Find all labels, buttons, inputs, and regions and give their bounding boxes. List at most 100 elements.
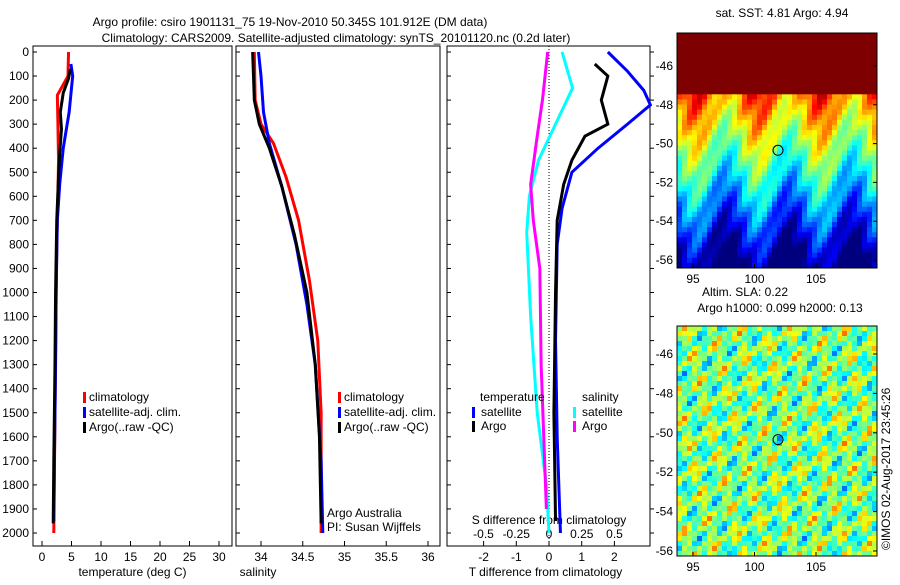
heatmap-cell	[777, 109, 783, 116]
heatmap-cell	[747, 491, 753, 497]
heatmap-cell	[797, 150, 803, 157]
heatmap-cell	[862, 526, 868, 532]
heatmap-cell	[727, 466, 733, 472]
heatmap-cell	[802, 451, 808, 457]
heatmap-cell	[722, 165, 728, 172]
heatmap-cell	[767, 436, 773, 442]
heatmap-cell	[677, 216, 683, 223]
heatmap-cell	[817, 222, 823, 228]
heatmap-cell	[687, 541, 693, 547]
heatmap-cell	[787, 84, 793, 90]
heatmap-cell	[772, 124, 778, 131]
heatmap-cell	[752, 237, 758, 243]
heatmap-cell	[867, 341, 873, 347]
heatmap-cell	[867, 104, 873, 111]
heatmap-cell	[807, 326, 813, 332]
heatmap-cell	[762, 196, 768, 203]
heatmap-cell	[742, 140, 748, 146]
heatmap-cell	[717, 511, 723, 517]
heatmap-cell	[747, 526, 753, 532]
heatmap-cell	[782, 511, 788, 517]
heatmap-cell	[702, 461, 708, 467]
heatmap-cell	[837, 361, 843, 367]
heatmap-cell	[707, 135, 713, 141]
heatmap-cell	[762, 73, 768, 80]
heatmap-cell	[832, 506, 838, 512]
heatmap-cell	[762, 145, 768, 151]
heatmap-cell	[732, 466, 738, 472]
heatmap-cell	[747, 346, 753, 352]
heatmap-cell	[737, 496, 743, 502]
heatmap-cell	[752, 486, 758, 492]
heatmap-cell	[832, 336, 838, 342]
heatmap-cell	[867, 232, 873, 238]
heatmap-cell	[712, 416, 718, 422]
heatmap-cell	[747, 511, 753, 517]
heatmap-cell	[722, 114, 728, 121]
heatmap-cell	[772, 94, 778, 100]
heatmap-cell	[767, 396, 773, 402]
heatmap-cell	[782, 38, 788, 44]
heatmap-cell	[762, 421, 768, 427]
heatmap-cell	[702, 211, 708, 218]
heatmap-cell	[712, 155, 718, 162]
heatmap-cell	[702, 63, 708, 70]
heatmap-cell	[872, 551, 878, 557]
heatmap-cell	[702, 541, 708, 547]
heatmap-cell	[747, 160, 753, 167]
heatmap-cell	[837, 84, 843, 90]
heatmap-cell	[762, 411, 768, 417]
heatmap-cell	[857, 211, 863, 218]
heatmap-cell	[872, 222, 878, 228]
heatmap-cell	[717, 84, 723, 90]
heatmap-cell	[732, 546, 738, 552]
heatmap-cell	[772, 48, 778, 54]
heatmap-cell	[792, 361, 798, 367]
heatmap-cell	[737, 227, 743, 233]
heatmap-cell	[757, 421, 763, 427]
heatmap-cell	[802, 99, 808, 106]
heatmap-cell	[837, 461, 843, 467]
heatmap-cell	[682, 33, 688, 39]
heatmap-cell	[692, 155, 698, 162]
heatmap-cell	[767, 135, 773, 141]
heatmap-cell	[807, 336, 813, 342]
heatmap-cell	[802, 89, 808, 95]
heatmap-cell	[872, 531, 878, 537]
heatmap-cell	[817, 130, 823, 136]
heatmap-cell	[707, 466, 713, 472]
heatmap-cell	[842, 89, 848, 95]
heatmap-cell	[837, 471, 843, 477]
heatmap-cell	[687, 237, 693, 243]
heatmap-cell	[737, 356, 743, 362]
heatmap-cell	[737, 191, 743, 197]
heatmap-cell	[842, 491, 848, 497]
heatmap-cell	[797, 446, 803, 452]
heatmap-cell	[872, 366, 878, 372]
heatmap-cell	[797, 38, 803, 44]
heatmap-cell	[777, 63, 783, 70]
heatmap-cell	[772, 341, 778, 347]
heatmap-cell	[762, 63, 768, 70]
heatmap-cell	[747, 227, 753, 233]
heatmap-cell	[777, 456, 783, 462]
heatmap-cell	[832, 481, 838, 487]
heatmap-cell	[697, 252, 703, 259]
heatmap-cell	[692, 401, 698, 407]
heatmap-cell	[787, 361, 793, 367]
heatmap-cell	[857, 536, 863, 542]
heatmap-cell	[702, 38, 708, 44]
heatmap-cell	[807, 73, 813, 80]
heatmap-cell	[827, 346, 833, 352]
heatmap-cell	[762, 346, 768, 352]
heatmap-cell	[787, 551, 793, 557]
heatmap-cell	[717, 206, 723, 213]
heatmap-cell	[787, 521, 793, 527]
heatmap-cell	[742, 551, 748, 557]
x-tick-label: 100	[744, 560, 764, 574]
heatmap-cell	[817, 89, 823, 95]
heatmap-cell	[747, 48, 753, 54]
heatmap-cell	[797, 165, 803, 172]
heatmap-cell	[792, 104, 798, 111]
heatmap-cell	[777, 99, 783, 106]
